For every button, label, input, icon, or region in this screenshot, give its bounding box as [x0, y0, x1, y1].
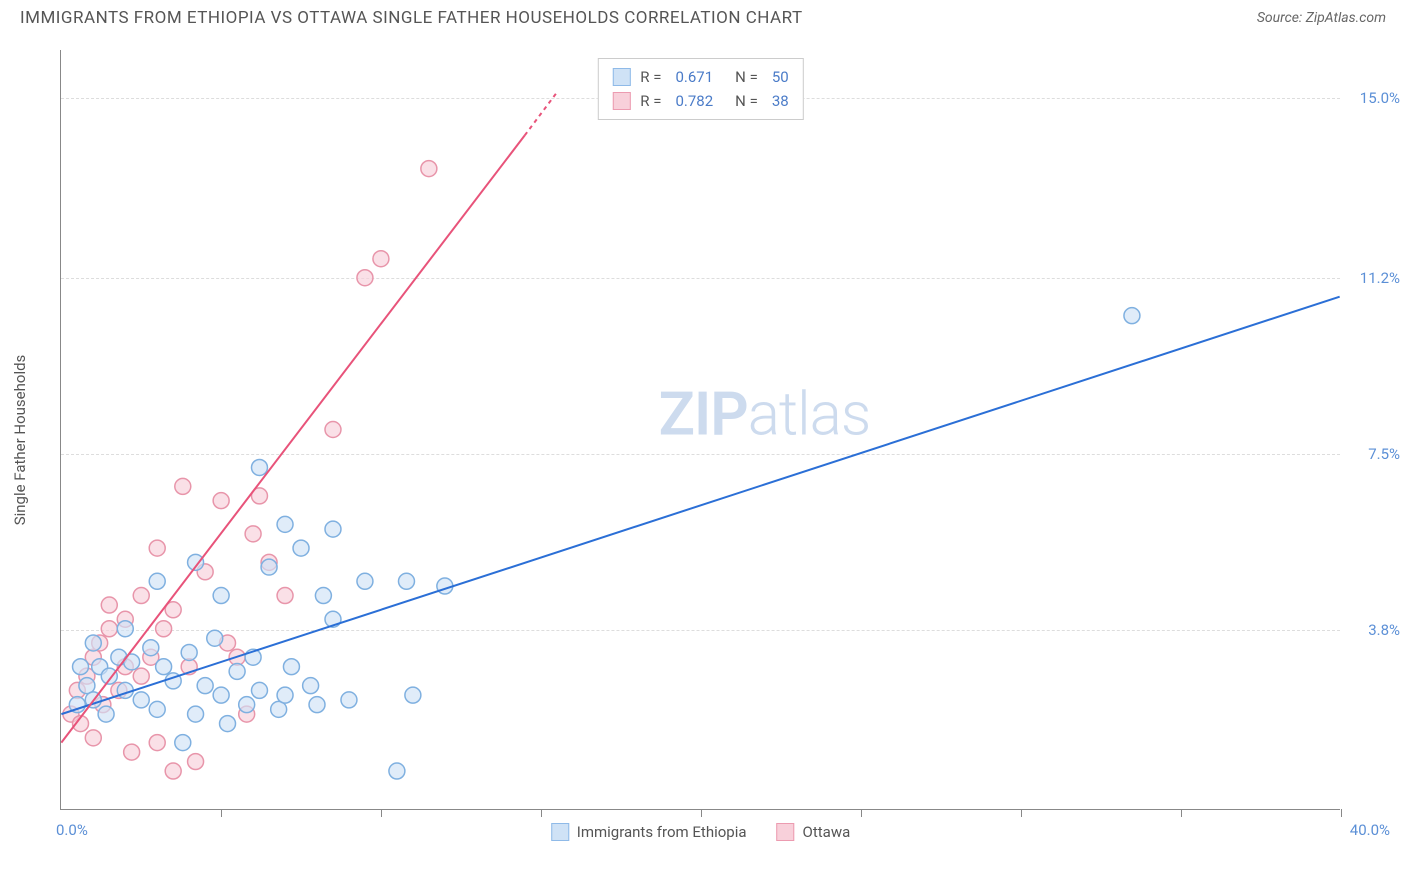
- data-point: [156, 659, 172, 675]
- legend-item-blue: Immigrants from Ethiopia: [551, 823, 747, 841]
- stats-legend: R = 0.671 N = 50 R = 0.782 N = 38: [597, 58, 803, 120]
- data-point: [309, 697, 325, 713]
- x-tick: [1021, 809, 1022, 817]
- n-value: 50: [772, 65, 789, 89]
- data-point: [357, 573, 373, 589]
- data-point: [101, 668, 117, 684]
- scatter-svg: [61, 50, 1340, 809]
- data-point: [213, 687, 229, 703]
- data-point: [245, 526, 261, 542]
- y-tick-label: 11.2%: [1360, 269, 1400, 287]
- trend-line: [61, 135, 524, 742]
- data-point: [389, 763, 405, 779]
- data-point: [1124, 308, 1140, 324]
- x-tick: [1181, 809, 1182, 817]
- y-tick-label: 15.0%: [1360, 89, 1400, 107]
- data-point: [181, 644, 197, 660]
- data-point: [101, 597, 117, 613]
- r-label: R =: [640, 89, 661, 113]
- data-point: [156, 621, 172, 637]
- plot-area: ZIPatlas R = 0.671 N = 50 R = 0.782 N = …: [60, 50, 1340, 810]
- data-point: [277, 588, 293, 604]
- data-point: [165, 763, 181, 779]
- data-point: [303, 678, 319, 694]
- data-point: [149, 573, 165, 589]
- swatch-pink: [777, 823, 795, 841]
- swatch-blue: [612, 68, 630, 86]
- x-tick: [221, 809, 222, 817]
- data-point: [398, 573, 414, 589]
- data-point: [315, 588, 331, 604]
- data-point: [197, 678, 213, 694]
- x-tick: [381, 809, 382, 817]
- data-point: [188, 706, 204, 722]
- trend-line: [525, 93, 557, 136]
- chart-container: Single Father Households ZIPatlas R = 0.…: [50, 50, 1370, 830]
- data-point: [149, 735, 165, 751]
- data-point: [188, 754, 204, 770]
- x-tick: [1341, 809, 1342, 817]
- data-point: [98, 706, 114, 722]
- stats-legend-row-pink: R = 0.782 N = 38: [612, 89, 788, 113]
- data-point: [133, 668, 149, 684]
- legend-item-pink: Ottawa: [777, 823, 851, 841]
- n-value: 38: [772, 89, 789, 113]
- data-point: [229, 663, 245, 679]
- y-tick-label: 7.5%: [1368, 445, 1400, 463]
- trend-line: [61, 297, 1339, 714]
- legend-label: Ottawa: [803, 823, 851, 841]
- r-value: 0.671: [675, 65, 713, 89]
- series-legend: Immigrants from Ethiopia Ottawa: [551, 823, 851, 841]
- data-point: [213, 588, 229, 604]
- swatch-blue: [551, 823, 569, 841]
- data-point: [175, 735, 191, 751]
- y-tick-label: 3.8%: [1368, 621, 1400, 639]
- data-point: [207, 630, 223, 646]
- data-point: [293, 540, 309, 556]
- y-axis-label: Single Father Households: [11, 355, 29, 526]
- data-point: [133, 692, 149, 708]
- data-point: [239, 697, 255, 713]
- data-point: [277, 687, 293, 703]
- data-point: [133, 588, 149, 604]
- data-point: [325, 521, 341, 537]
- r-label: R =: [640, 65, 661, 89]
- data-point: [357, 270, 373, 286]
- data-point: [149, 701, 165, 717]
- data-point: [220, 716, 236, 732]
- stats-legend-row-blue: R = 0.671 N = 50: [612, 65, 788, 89]
- x-tick: [701, 809, 702, 817]
- r-value: 0.782: [675, 89, 713, 113]
- data-point: [73, 659, 89, 675]
- data-point: [124, 744, 140, 760]
- data-point: [85, 635, 101, 651]
- x-max-label: 40.0%: [1350, 821, 1390, 839]
- data-point: [149, 540, 165, 556]
- data-point: [143, 640, 159, 656]
- data-point: [251, 682, 267, 698]
- data-point: [341, 692, 357, 708]
- data-point: [277, 516, 293, 532]
- data-point: [405, 687, 421, 703]
- x-tick: [861, 809, 862, 817]
- data-point: [85, 730, 101, 746]
- data-point: [373, 251, 389, 267]
- x-min-label: 0.0%: [56, 821, 88, 839]
- data-point: [283, 659, 299, 675]
- data-point: [175, 478, 191, 494]
- swatch-pink: [612, 92, 630, 110]
- n-label: N =: [735, 89, 758, 113]
- chart-title: IMMIGRANTS FROM ETHIOPIA VS OTTAWA SINGL…: [20, 8, 803, 28]
- data-point: [213, 493, 229, 509]
- data-point: [251, 459, 267, 475]
- source-attribution: Source: ZipAtlas.com: [1257, 10, 1386, 26]
- n-label: N =: [735, 65, 758, 89]
- legend-label: Immigrants from Ethiopia: [577, 823, 747, 841]
- data-point: [421, 161, 437, 177]
- data-point: [325, 422, 341, 438]
- data-point: [101, 621, 117, 637]
- data-point: [261, 559, 277, 575]
- x-tick: [541, 809, 542, 817]
- data-point: [117, 621, 133, 637]
